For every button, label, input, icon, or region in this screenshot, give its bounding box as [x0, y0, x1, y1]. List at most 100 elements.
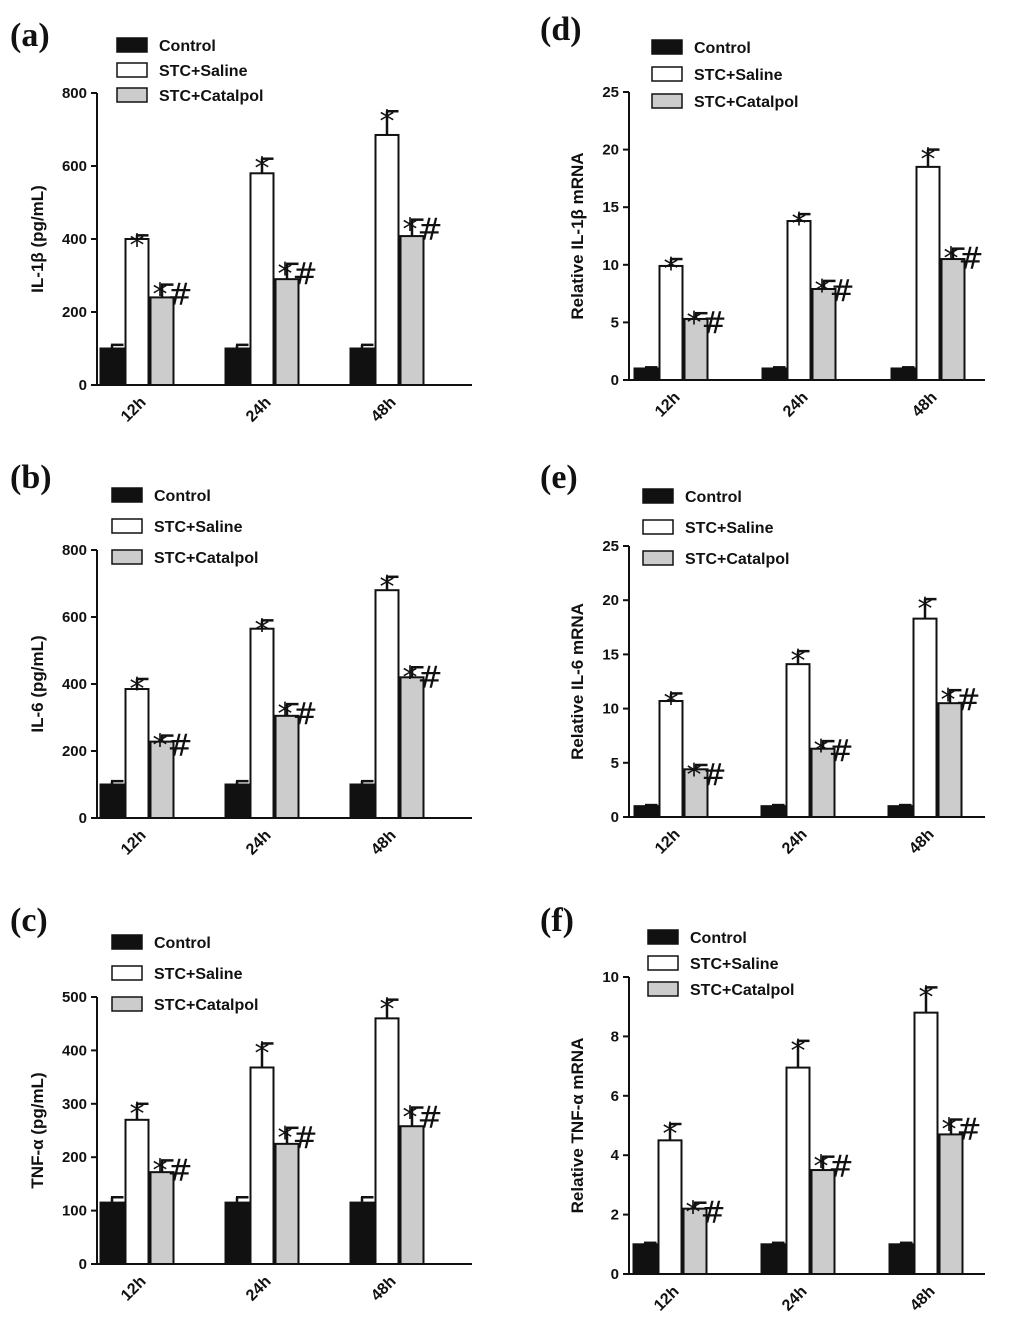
significance-mark: *#: [278, 697, 318, 732]
y-tick-label: 0: [79, 377, 87, 394]
y-tick-label: 200: [62, 743, 87, 760]
significance-mark: *: [380, 993, 395, 1028]
y-tick-label: 2: [611, 1207, 619, 1224]
significance-mark: *#: [815, 274, 855, 309]
bar: [658, 264, 684, 381]
significance-mark: *: [919, 980, 934, 1015]
y-tick-label: 20: [602, 592, 619, 609]
bar: [810, 747, 836, 819]
x-category-label: 12h: [651, 1283, 683, 1315]
bar: [249, 172, 275, 386]
y-tick-label: 300: [62, 1096, 87, 1113]
bar: [349, 783, 375, 819]
y-axis-label: IL-1β (pg/mL): [28, 185, 47, 293]
legend-swatch: [116, 87, 148, 103]
significance-mark: *: [130, 1097, 145, 1132]
bar: [912, 617, 938, 818]
legend-label: STC+Saline: [694, 67, 783, 84]
x-category-label: 24h: [243, 1273, 275, 1305]
bar: [224, 783, 250, 819]
bar: [374, 1017, 400, 1265]
y-tick-label: 600: [62, 158, 87, 175]
panel-letter: (f): [540, 902, 574, 939]
bar: [399, 676, 425, 819]
legend-label: STC+Saline: [159, 63, 248, 80]
bar: [249, 1066, 275, 1266]
bar: [349, 347, 375, 386]
legend-label: Control: [154, 935, 211, 952]
significance-mark: *: [664, 252, 679, 287]
y-tick-label: 15: [602, 646, 619, 663]
legend-swatch: [116, 62, 148, 78]
bar: [810, 1169, 836, 1276]
y-tick-label: 25: [602, 538, 619, 555]
bar: [938, 1133, 964, 1276]
significance-mark: *#: [403, 213, 443, 248]
x-category-label: 12h: [118, 1273, 150, 1305]
x-category-label: 48h: [368, 827, 400, 859]
bar: [890, 367, 916, 382]
bar: [274, 714, 300, 820]
x-category-label: 48h: [909, 389, 941, 421]
significance-mark: *#: [814, 1150, 854, 1185]
y-tick-label: 500: [62, 989, 87, 1006]
bar: [682, 1207, 708, 1276]
legend-swatch: [651, 66, 683, 82]
bar: [349, 1201, 375, 1265]
x-category-label: 48h: [368, 1273, 400, 1305]
bar: [99, 1201, 125, 1265]
y-tick-label: 25: [602, 84, 619, 101]
significance-mark: *#: [153, 1153, 193, 1188]
significance-mark: *#: [687, 758, 727, 793]
bar: [374, 589, 400, 820]
legend-swatch: [111, 934, 143, 950]
bar: [760, 805, 786, 818]
panel-letter: (a): [10, 17, 50, 54]
significance-mark: *#: [403, 660, 443, 695]
significance-mark: *#: [153, 729, 193, 764]
legend-swatch: [111, 487, 143, 503]
legend-swatch: [647, 981, 679, 997]
y-tick-label: 0: [611, 1266, 619, 1283]
significance-mark: *#: [944, 242, 984, 277]
legend-label: STC+Catalpol: [159, 88, 263, 105]
y-tick-label: 4: [611, 1147, 620, 1164]
x-category-label: 12h: [118, 827, 150, 859]
bar: [761, 367, 787, 382]
legend-label: STC+Catalpol: [154, 550, 258, 567]
bar: [913, 1011, 939, 1275]
significance-mark: *#: [941, 683, 981, 718]
bar: [632, 1243, 658, 1276]
x-category-label: 24h: [243, 827, 275, 859]
y-tick-label: 0: [79, 1256, 87, 1273]
legend-swatch: [111, 965, 143, 981]
bar: [274, 1142, 300, 1265]
x-category-label: 24h: [779, 826, 811, 858]
significance-mark: *: [791, 1034, 806, 1069]
y-axis-label: IL-6 (pg/mL): [28, 635, 47, 732]
significance-mark: *#: [278, 257, 318, 292]
significance-mark: *#: [814, 734, 854, 769]
x-category-label: 48h: [906, 826, 938, 858]
legend-swatch: [642, 488, 674, 504]
legend-label: Control: [154, 488, 211, 505]
bar: [887, 805, 913, 818]
bar: [149, 740, 175, 819]
y-tick-label: 100: [62, 1203, 87, 1220]
bar: [658, 700, 684, 819]
legend-swatch: [111, 996, 143, 1012]
legend-label: Control: [685, 489, 742, 506]
significance-mark: *: [792, 207, 807, 242]
significance-mark: *#: [687, 306, 727, 341]
y-tick-label: 8: [611, 1028, 619, 1045]
legend-label: STC+Saline: [685, 520, 774, 537]
significance-mark: *: [380, 104, 395, 139]
x-category-label: 48h: [368, 394, 400, 426]
panel-letter: (d): [540, 11, 582, 48]
y-axis-label: Relative IL-1β mRNA: [568, 152, 587, 319]
x-category-label: 24h: [779, 1283, 811, 1315]
legend-label: Control: [690, 930, 747, 947]
legend-swatch: [651, 93, 683, 109]
y-tick-label: 400: [62, 231, 87, 248]
legend-label: STC+Catalpol: [685, 551, 789, 568]
